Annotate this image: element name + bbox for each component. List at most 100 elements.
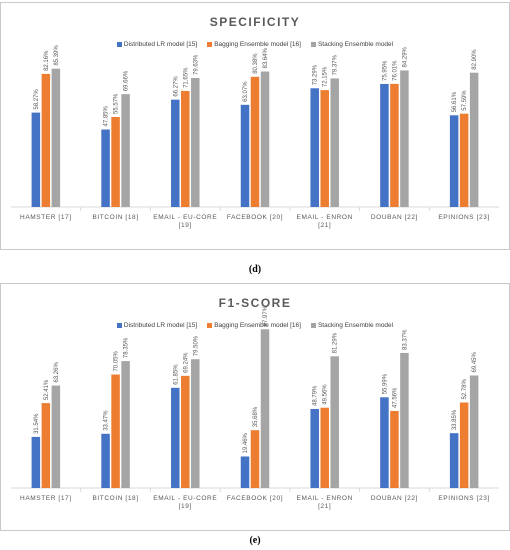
f1-score-chart-panel: F1-SCORE Distributed LR model [15] Baggi… bbox=[0, 283, 510, 531]
legend-label: Distributed LR model [15] bbox=[123, 41, 198, 48]
chart-legend: Distributed LR model [15] Bagging Ensemb… bbox=[1, 41, 509, 48]
data-label: 69.66% bbox=[124, 70, 130, 91]
data-label: 76.01% bbox=[392, 60, 398, 81]
legend-swatch bbox=[207, 42, 213, 47]
legend-label: Stacking Ensemble model bbox=[317, 322, 394, 329]
bar bbox=[400, 352, 409, 488]
data-label: 72.15% bbox=[323, 66, 329, 87]
bar bbox=[41, 403, 51, 488]
data-label: 31.54% bbox=[34, 413, 40, 434]
legend-swatch bbox=[207, 323, 213, 328]
data-label: 52.78% bbox=[462, 378, 468, 399]
legend-item: Bagging Ensemble model [16] bbox=[207, 41, 301, 48]
data-label: 19.46% bbox=[243, 432, 249, 453]
data-label: 63.07% bbox=[243, 81, 249, 102]
bar bbox=[111, 116, 120, 207]
bar bbox=[320, 90, 329, 207]
legend-item: Stacking Ensemble model bbox=[310, 41, 393, 48]
data-label: 58.27% bbox=[34, 89, 40, 110]
x-tick-label: EMAIL - ENRON bbox=[297, 495, 353, 502]
data-label: 52.41% bbox=[44, 379, 50, 400]
bar bbox=[390, 83, 399, 207]
figure-caption: (d) bbox=[248, 264, 262, 275]
data-label: 83.37% bbox=[402, 329, 408, 350]
bar bbox=[260, 71, 270, 207]
data-label: 80.38% bbox=[253, 53, 259, 74]
legend-swatch bbox=[310, 323, 316, 328]
x-tick-label: EMAIL - EU-CORE bbox=[153, 214, 217, 221]
data-label: 69.45% bbox=[472, 351, 478, 372]
x-tick-label: FACEBOOK [20] bbox=[227, 495, 283, 502]
bar bbox=[250, 76, 260, 208]
f1-score-bar-plot: 31.54% 52.41% 63.26% HAMSTER [17] 33.47% 70.0… bbox=[11, 305, 499, 510]
bar bbox=[31, 112, 41, 207]
bar bbox=[449, 433, 459, 488]
data-label: 48.79% bbox=[313, 385, 319, 406]
x-tick-label: FACEBOOK [20] bbox=[227, 214, 283, 221]
data-label: 69.24% bbox=[183, 352, 189, 373]
data-label: 47.56% bbox=[392, 387, 398, 408]
data-label: 55.57% bbox=[114, 93, 120, 114]
bar bbox=[390, 410, 399, 488]
bar bbox=[101, 433, 110, 488]
data-label: 78.35% bbox=[124, 337, 130, 358]
data-label: 82.90% bbox=[472, 49, 478, 70]
legend-label: Distributed LR model [15] bbox=[123, 322, 198, 329]
data-label: 57.59% bbox=[462, 90, 468, 111]
bar bbox=[51, 385, 61, 488]
data-label: 70.05% bbox=[114, 351, 120, 372]
data-label: 79.37% bbox=[333, 54, 339, 75]
x-tick-label: HAMSTER [17] bbox=[20, 495, 72, 502]
bar bbox=[330, 78, 339, 208]
x-tick-label: BITCOIN [18] bbox=[92, 214, 138, 221]
bar bbox=[41, 73, 51, 207]
bar bbox=[181, 90, 190, 207]
x-tick-label: [21] bbox=[318, 503, 331, 510]
bar bbox=[310, 408, 319, 488]
data-label: 79.63% bbox=[193, 54, 199, 75]
data-label: 61.85% bbox=[173, 364, 179, 385]
bar bbox=[459, 402, 469, 488]
x-tick-label: [19] bbox=[179, 503, 192, 510]
bar bbox=[250, 430, 260, 488]
data-label: 66.27% bbox=[173, 76, 179, 97]
data-label: 85.39% bbox=[54, 45, 60, 66]
legend-label: Bagging Ensemble model [16] bbox=[214, 322, 301, 329]
data-label: 79.50% bbox=[193, 335, 199, 356]
data-label: 82.16% bbox=[44, 50, 50, 71]
chart-title: SPECIFICITY bbox=[209, 15, 301, 29]
bar bbox=[469, 375, 479, 488]
legend-item: Stacking Ensemble model bbox=[310, 322, 394, 329]
bar bbox=[310, 88, 319, 207]
data-label: 33.47% bbox=[104, 410, 110, 431]
bar bbox=[51, 68, 61, 207]
x-tick-label: [19] bbox=[179, 222, 192, 229]
bar bbox=[380, 397, 389, 488]
x-tick-label: [21] bbox=[318, 222, 331, 229]
x-tick-label: EMAIL - EU-CORE bbox=[153, 495, 217, 502]
x-tick-label: HAMSTER [17] bbox=[20, 214, 72, 221]
bar bbox=[469, 72, 479, 208]
figure-caption: (e) bbox=[249, 535, 261, 546]
x-tick-label: DOUBAN [22] bbox=[371, 214, 418, 221]
data-label: 49.56% bbox=[323, 384, 329, 405]
bar bbox=[181, 375, 190, 488]
bar bbox=[111, 374, 120, 488]
data-label: 81.29% bbox=[333, 332, 339, 353]
data-label: 33.85% bbox=[452, 409, 458, 430]
data-label: 75.95% bbox=[382, 60, 388, 81]
specificity-chart-panel: SPECIFICITY Distributed LR model [15] Ba… bbox=[0, 2, 510, 250]
bar bbox=[171, 99, 180, 207]
x-tick-label: BITCOIN [18] bbox=[92, 495, 138, 502]
x-tick-label: EPINIONS [23] bbox=[438, 214, 490, 221]
bar bbox=[191, 359, 200, 488]
chart-title: F1-SCORE bbox=[218, 296, 292, 310]
data-label: 97.97% bbox=[263, 305, 269, 326]
data-label: 83.64% bbox=[263, 47, 269, 68]
legend-swatch bbox=[310, 42, 316, 47]
data-label: 84.29% bbox=[402, 46, 408, 67]
bar bbox=[121, 361, 130, 488]
legend-swatch bbox=[116, 42, 122, 47]
bar bbox=[240, 456, 250, 488]
x-tick-label: DOUBAN [22] bbox=[371, 495, 418, 502]
